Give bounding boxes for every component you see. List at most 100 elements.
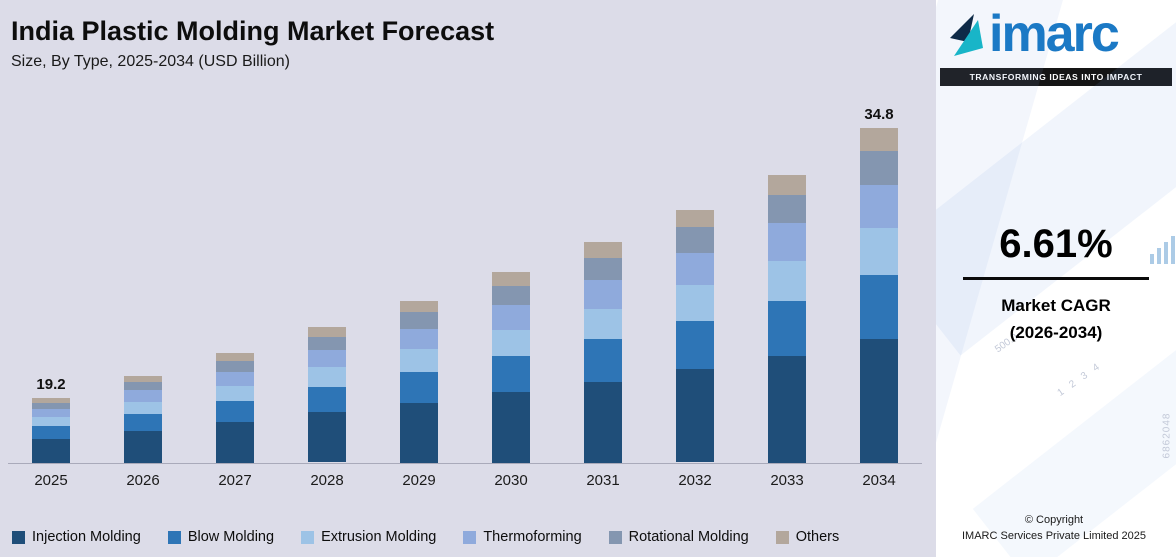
segment-extrusion-molding-2029 [400, 349, 438, 373]
x-axis-label-2032: 2032 [678, 472, 712, 489]
segment-extrusion-molding-2032 [676, 285, 714, 321]
cagr-label: Market CAGR [1001, 296, 1111, 315]
stacked-bar-2027 [216, 353, 254, 463]
segment-blow-molding-2031 [584, 339, 622, 382]
stacked-bar-2033 [768, 175, 806, 463]
imarc-logo: imarc [948, 5, 1168, 63]
segment-injection-molding-2032 [676, 368, 714, 463]
segment-others-2030 [492, 271, 530, 286]
stacked-bar-2028 [308, 327, 346, 463]
legend-swatch-extrusion-molding [301, 530, 315, 544]
segment-blow-molding-2025 [32, 426, 70, 439]
segment-extrusion-molding-2028 [308, 367, 346, 387]
segment-injection-molding-2033 [768, 356, 806, 463]
segment-extrusion-molding-2026 [124, 401, 162, 415]
legend-swatch-thermoforming [463, 530, 477, 544]
imarc-logo-text: imarc [989, 5, 1120, 63]
x-axis-label-2025: 2025 [34, 472, 68, 489]
cagr-value: 6.61% [999, 222, 1113, 266]
chart-panel: India Plastic Molding Market Forecast Si… [0, 0, 936, 557]
legend-label-others: Others [795, 529, 840, 545]
bar-chart-plot: 19.2 34.8 2025 2026 2027 2028 2029 2030 2031 203… [8, 100, 922, 489]
segment-extrusion-molding-2027 [216, 385, 254, 402]
segment-extrusion-molding-2033 [768, 261, 806, 302]
segment-thermoforming-2034 [860, 184, 898, 229]
segment-rotational-molding-2026 [124, 381, 162, 391]
legend-swatch-injection-molding [12, 530, 25, 544]
segment-blow-molding-2034 [860, 275, 898, 339]
legend-swatch-rotational-molding [608, 530, 622, 544]
segment-thermoforming-2027 [216, 371, 254, 386]
bar-total-label-2034: 34.8 [864, 106, 894, 124]
x-axis-label-2029: 2029 [402, 472, 436, 489]
bar-column-2025: 19.2 [32, 376, 70, 463]
x-axis-label-2034: 2034 [862, 472, 896, 489]
legend-item-extrusion-molding: Extrusion Molding [301, 529, 436, 545]
legend-item-injection-molding: Injection Molding [12, 529, 141, 545]
legend-item-thermoforming: Thermoforming [463, 529, 582, 545]
legend-label-blow-molding: Blow Molding [187, 529, 275, 545]
legend-swatch-others [775, 530, 789, 544]
x-axis-label-2027: 2027 [218, 472, 252, 489]
stacked-bar-2030 [492, 271, 530, 463]
segment-thermoforming-2031 [584, 279, 622, 309]
segment-rotational-molding-2025 [32, 402, 70, 409]
decorative-number: 6862048 [1161, 412, 1173, 459]
segment-extrusion-molding-2025 [32, 417, 70, 427]
segment-thermoforming-2033 [768, 223, 806, 262]
segment-blow-molding-2033 [768, 301, 806, 357]
decorative-mini-bars [1150, 236, 1175, 264]
segment-injection-molding-2025 [32, 438, 70, 463]
segment-others-2033 [768, 175, 806, 195]
segment-thermoforming-2029 [400, 328, 438, 350]
stacked-bar-2032 [676, 209, 714, 463]
bar-column-2027 [216, 331, 254, 463]
bar-column-2028 [308, 305, 346, 463]
segment-others-2025 [32, 398, 70, 403]
segment-extrusion-molding-2031 [584, 308, 622, 340]
segment-others-2028 [308, 327, 346, 337]
bar-column-2034: 34.8 [860, 106, 898, 463]
chart-title: India Plastic Molding Market Forecast [11, 16, 495, 46]
x-axis-labels: 2025 2026 2027 2028 2029 2030 2031 2032 2033 2034 [8, 472, 922, 489]
legend: Injection Molding Blow Molding Extrusion M… [12, 529, 839, 545]
bar-column-2026 [124, 354, 162, 463]
legend-label-injection-molding: Injection Molding [32, 529, 141, 545]
bar-column-2033 [768, 153, 806, 463]
segment-rotational-molding-2028 [308, 336, 346, 350]
segment-others-2029 [400, 301, 438, 313]
cagr-block: 6.61% Market CAGR (2026-2034) [936, 222, 1176, 346]
segment-blow-molding-2030 [492, 356, 530, 393]
stacked-bar-2025 [32, 398, 70, 463]
x-axis-label-2030: 2030 [494, 472, 528, 489]
bar-column-2032 [676, 188, 714, 463]
segment-injection-molding-2031 [584, 381, 622, 463]
segment-blow-molding-2032 [676, 320, 714, 369]
legend-label-thermoforming: Thermoforming [483, 529, 582, 545]
segment-thermoforming-2025 [32, 408, 70, 418]
segment-blow-molding-2026 [124, 414, 162, 431]
segment-injection-molding-2028 [308, 412, 346, 463]
segment-injection-molding-2026 [124, 430, 162, 463]
bar-total-label-2025: 19.2 [36, 376, 66, 394]
segment-blow-molding-2027 [216, 401, 254, 423]
copyright-line1: © Copyright [1024, 514, 1084, 527]
segment-injection-molding-2030 [492, 392, 530, 463]
chart-header: India Plastic Molding Market Forecast Si… [11, 16, 494, 71]
segment-blow-molding-2029 [400, 372, 438, 403]
cagr-underline [963, 277, 1149, 280]
stacked-bar-2026 [124, 375, 162, 463]
legend-item-blow-molding: Blow Molding [167, 529, 275, 545]
segment-thermoforming-2026 [124, 390, 162, 402]
bar-column-2031 [584, 220, 622, 463]
segment-rotational-molding-2033 [768, 194, 806, 224]
segment-injection-molding-2027 [216, 422, 254, 463]
segment-rotational-molding-2029 [400, 312, 438, 329]
x-axis-label-2033: 2033 [770, 472, 804, 489]
segment-injection-molding-2034 [860, 338, 898, 463]
legend-swatch-blow-molding [167, 530, 181, 544]
legend-item-rotational-molding: Rotational Molding [608, 529, 749, 545]
segment-rotational-molding-2030 [492, 285, 530, 305]
segment-rotational-molding-2032 [676, 227, 714, 253]
imarc-logo-mark-icon [950, 14, 983, 56]
